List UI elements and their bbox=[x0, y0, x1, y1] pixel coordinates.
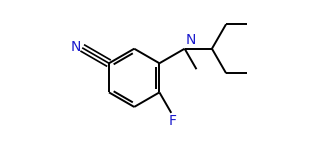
Text: N: N bbox=[185, 33, 196, 47]
Text: N: N bbox=[70, 40, 81, 54]
Text: F: F bbox=[168, 114, 176, 128]
